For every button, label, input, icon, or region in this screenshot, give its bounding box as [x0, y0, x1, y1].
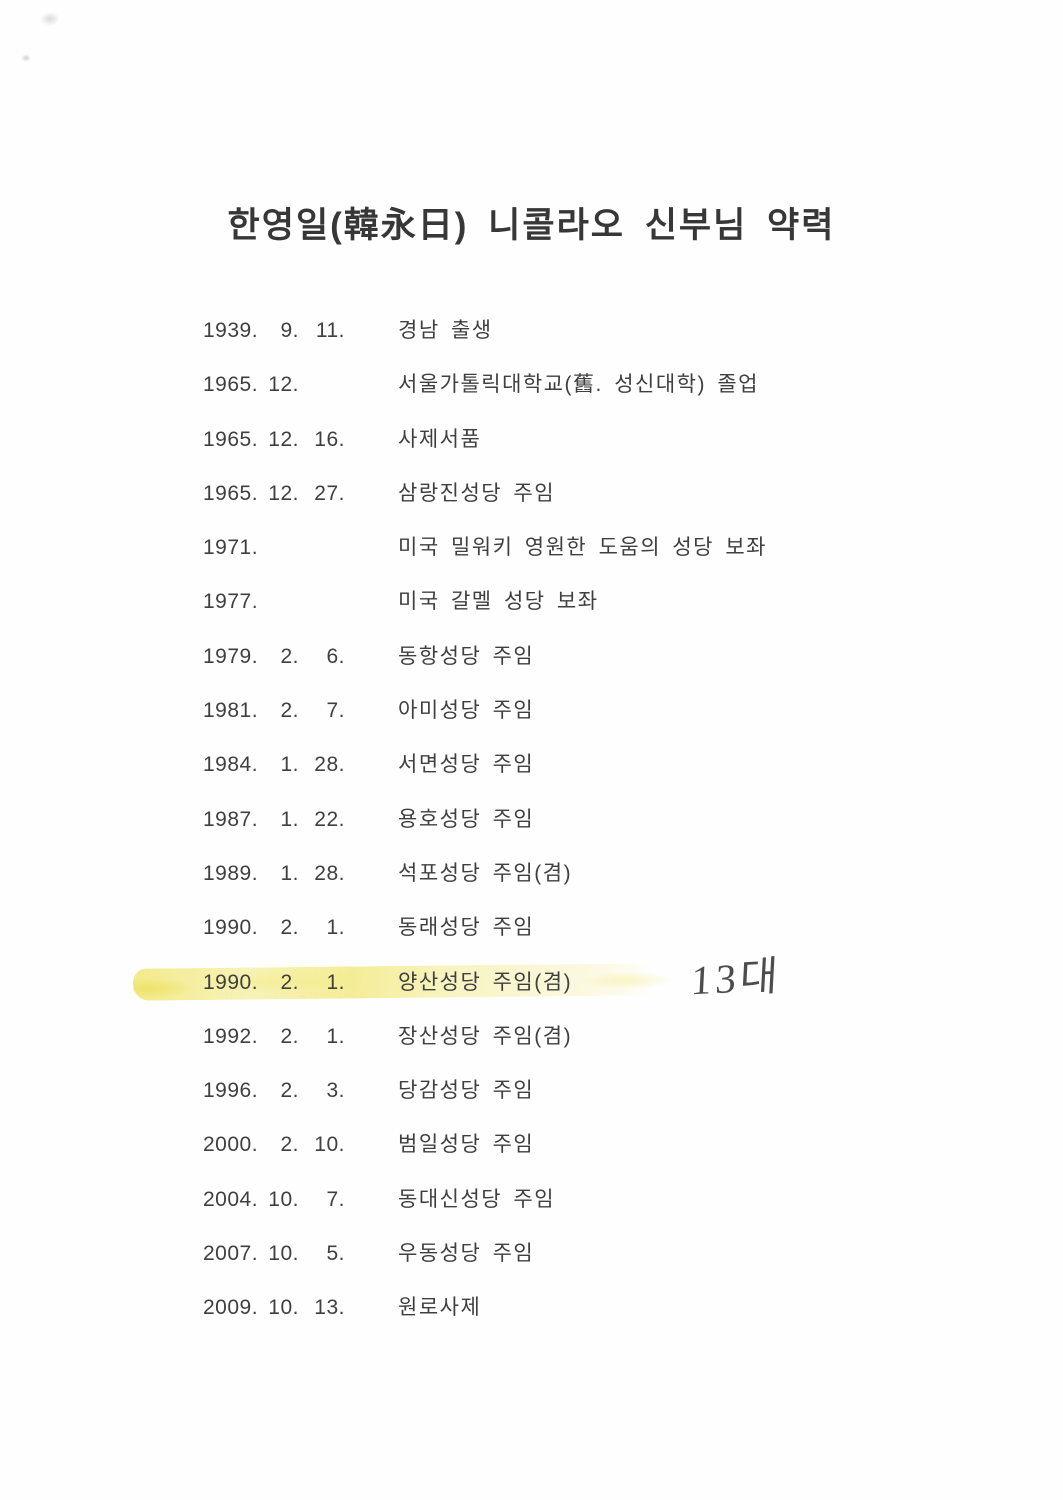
timeline-date-year: 1965. [203, 427, 259, 451]
timeline-date-year: 2004. [203, 1187, 259, 1211]
timeline-date-day: 1. [326, 1024, 345, 1048]
timeline-date-year: 2009. [203, 1296, 259, 1320]
timeline-date-year: 1981. [203, 699, 259, 723]
timeline-event: 당감성당 주임 [398, 1079, 535, 1103]
timeline-date-year: 1984. [203, 753, 259, 777]
timeline-row: 1989. 1. 28. 석포성당 주임(겸) [203, 861, 1003, 915]
timeline-date-month: 9. [280, 319, 299, 342]
timeline-date-day: 1. [326, 970, 345, 994]
timeline-event: 경남 출생 [398, 319, 493, 342]
timeline-event: 사제서품 [398, 427, 482, 451]
timeline-row: 1984. 1. 28. 서면성당 주임 [203, 752, 1003, 806]
timeline-date-day: 3. [326, 1079, 345, 1103]
timeline-row: 1990. 2. 1. 양산성당 주임(겸) 13대 [132, 952, 1003, 1024]
timeline-date-month: 2. [280, 916, 299, 940]
timeline-date-day: 7. [326, 1187, 345, 1211]
timeline-event: 장산성당 주임(겸) [398, 1024, 573, 1048]
timeline-date-year: 1996. [203, 1079, 259, 1103]
timeline-date-month: 1. [280, 753, 299, 777]
timeline-row: 2000. 2. 10. 범일성당 주임 [203, 1132, 1003, 1186]
timeline-event: 석포성당 주임(겸) [398, 861, 573, 885]
timeline-date-day: 6. [326, 644, 345, 668]
timeline-event: 동대신성당 주임 [398, 1187, 556, 1211]
timeline-date-month: 2. [280, 1079, 299, 1103]
timeline-date-month: 1. [280, 807, 299, 831]
timeline-date-day: 7. [326, 699, 345, 723]
timeline-date-day: 13. [314, 1296, 345, 1320]
timeline-event: 용호성당 주임 [398, 807, 535, 831]
timeline-date-day: 27. [314, 481, 345, 505]
timeline-date-year: 1979. [203, 644, 259, 668]
timeline-row: 1939. 9. 11. 경남 출생 [203, 318, 1003, 372]
timeline-row: 2007. 10. 5. 우동성당 주임 [203, 1241, 1003, 1295]
timeline-row: 1990. 2. 1. 동래성당 주임 [203, 915, 1003, 969]
timeline-date-month: 2. [280, 970, 299, 994]
timeline: 1939. 9. 11. 경남 출생 1965. 12. 서울가톨릭대학교(舊.… [132, 318, 1003, 1350]
timeline-row: 1979. 2. 6. 동항성당 주임 [203, 644, 1003, 698]
timeline-date-month: 2. [280, 699, 299, 723]
timeline-date-day: 28. [314, 753, 345, 777]
timeline-event: 동래성당 주임 [398, 916, 535, 940]
timeline-date-day: 11. [315, 319, 345, 342]
timeline-date-month: 2. [280, 1133, 299, 1157]
timeline-date-day: 22. [314, 807, 345, 831]
timeline-date-month: 10. [268, 1187, 299, 1211]
timeline-date-year: 1989. [203, 861, 259, 885]
timeline-row: 2009. 10. 13. 원로사제 [203, 1295, 1003, 1349]
timeline-date-month: 2. [280, 644, 299, 668]
timeline-event: 아미성당 주임 [398, 699, 535, 723]
timeline-date-day: 28. [314, 861, 345, 885]
timeline-row: 2004. 10. 7. 동대신성당 주임 [203, 1187, 1003, 1241]
scan-speck [40, 12, 60, 26]
handwritten-note: 13대 [689, 952, 783, 1004]
timeline-date-month: 10. [268, 1242, 299, 1266]
timeline-date-day: 5. [326, 1242, 345, 1266]
timeline-row: 1965. 12. 27. 삼랑진성당 주임 [203, 481, 1003, 535]
timeline-event: 양산성당 주임(겸) [398, 970, 573, 994]
timeline-date-year: 1977. [203, 590, 259, 614]
timeline-date-month: 10. [268, 1296, 299, 1320]
timeline-row: 1977. 미국 갈멜 성당 보좌 [203, 589, 1003, 643]
timeline-row: 1996. 2. 3. 당감성당 주임 [203, 1078, 1003, 1132]
timeline-row: 1987. 1. 22. 용호성당 주임 [203, 807, 1003, 861]
timeline-row: 1965. 12. 서울가톨릭대학교(舊. 성신대학) 졸업 [203, 372, 1003, 426]
timeline-event: 서울가톨릭대학교(舊. 성신대학) 졸업 [398, 373, 759, 397]
timeline-date-day: 10. [314, 1133, 345, 1157]
scan-speck [21, 54, 31, 62]
timeline-date-month: 1. [280, 861, 299, 885]
timeline-row: 1992. 2. 1. 장산성당 주임(겸) [203, 1024, 1003, 1078]
timeline-date-day: 1. [326, 916, 345, 940]
timeline-event: 원로사제 [398, 1296, 482, 1320]
timeline-date-year: 1971. [203, 536, 259, 560]
timeline-date-year: 1992. [203, 1024, 259, 1048]
timeline-row: 1965. 12. 16. 사제서품 [203, 427, 1003, 481]
timeline-date-year: 1939. [203, 319, 259, 342]
timeline-date-month: 2. [280, 1024, 299, 1048]
timeline-event: 삼랑진성당 주임 [398, 481, 556, 505]
timeline-event: 미국 갈멜 성당 보좌 [398, 590, 599, 614]
timeline-date-month: 12. [268, 373, 299, 397]
timeline-event: 서면성당 주임 [398, 753, 535, 777]
timeline-event: 범일성당 주임 [398, 1133, 535, 1157]
timeline-date-month: 12. [268, 481, 299, 505]
page-title: 한영일(韓永日) 니콜라오 신부님 약력 [227, 206, 836, 245]
timeline-date-day: 16. [314, 427, 345, 451]
timeline-date-year: 2000. [203, 1133, 259, 1157]
timeline-date-year: 1990. [203, 970, 259, 994]
timeline-row: 1971. 미국 밀워키 영원한 도움의 성당 보좌 [203, 535, 1003, 589]
timeline-date-year: 1987. [203, 807, 259, 831]
timeline-event: 우동성당 주임 [398, 1242, 535, 1266]
timeline-event: 미국 밀워키 영원한 도움의 성당 보좌 [398, 536, 767, 560]
timeline-date-year: 1965. [203, 481, 259, 505]
timeline-date-year: 2007. [203, 1242, 259, 1266]
timeline-date-year: 1990. [203, 916, 259, 940]
timeline-date-month: 12. [268, 427, 299, 451]
timeline-row: 1981. 2. 7. 아미성당 주임 [203, 698, 1003, 752]
timeline-event: 동항성당 주임 [398, 644, 535, 668]
timeline-date-year: 1965. [203, 373, 259, 397]
